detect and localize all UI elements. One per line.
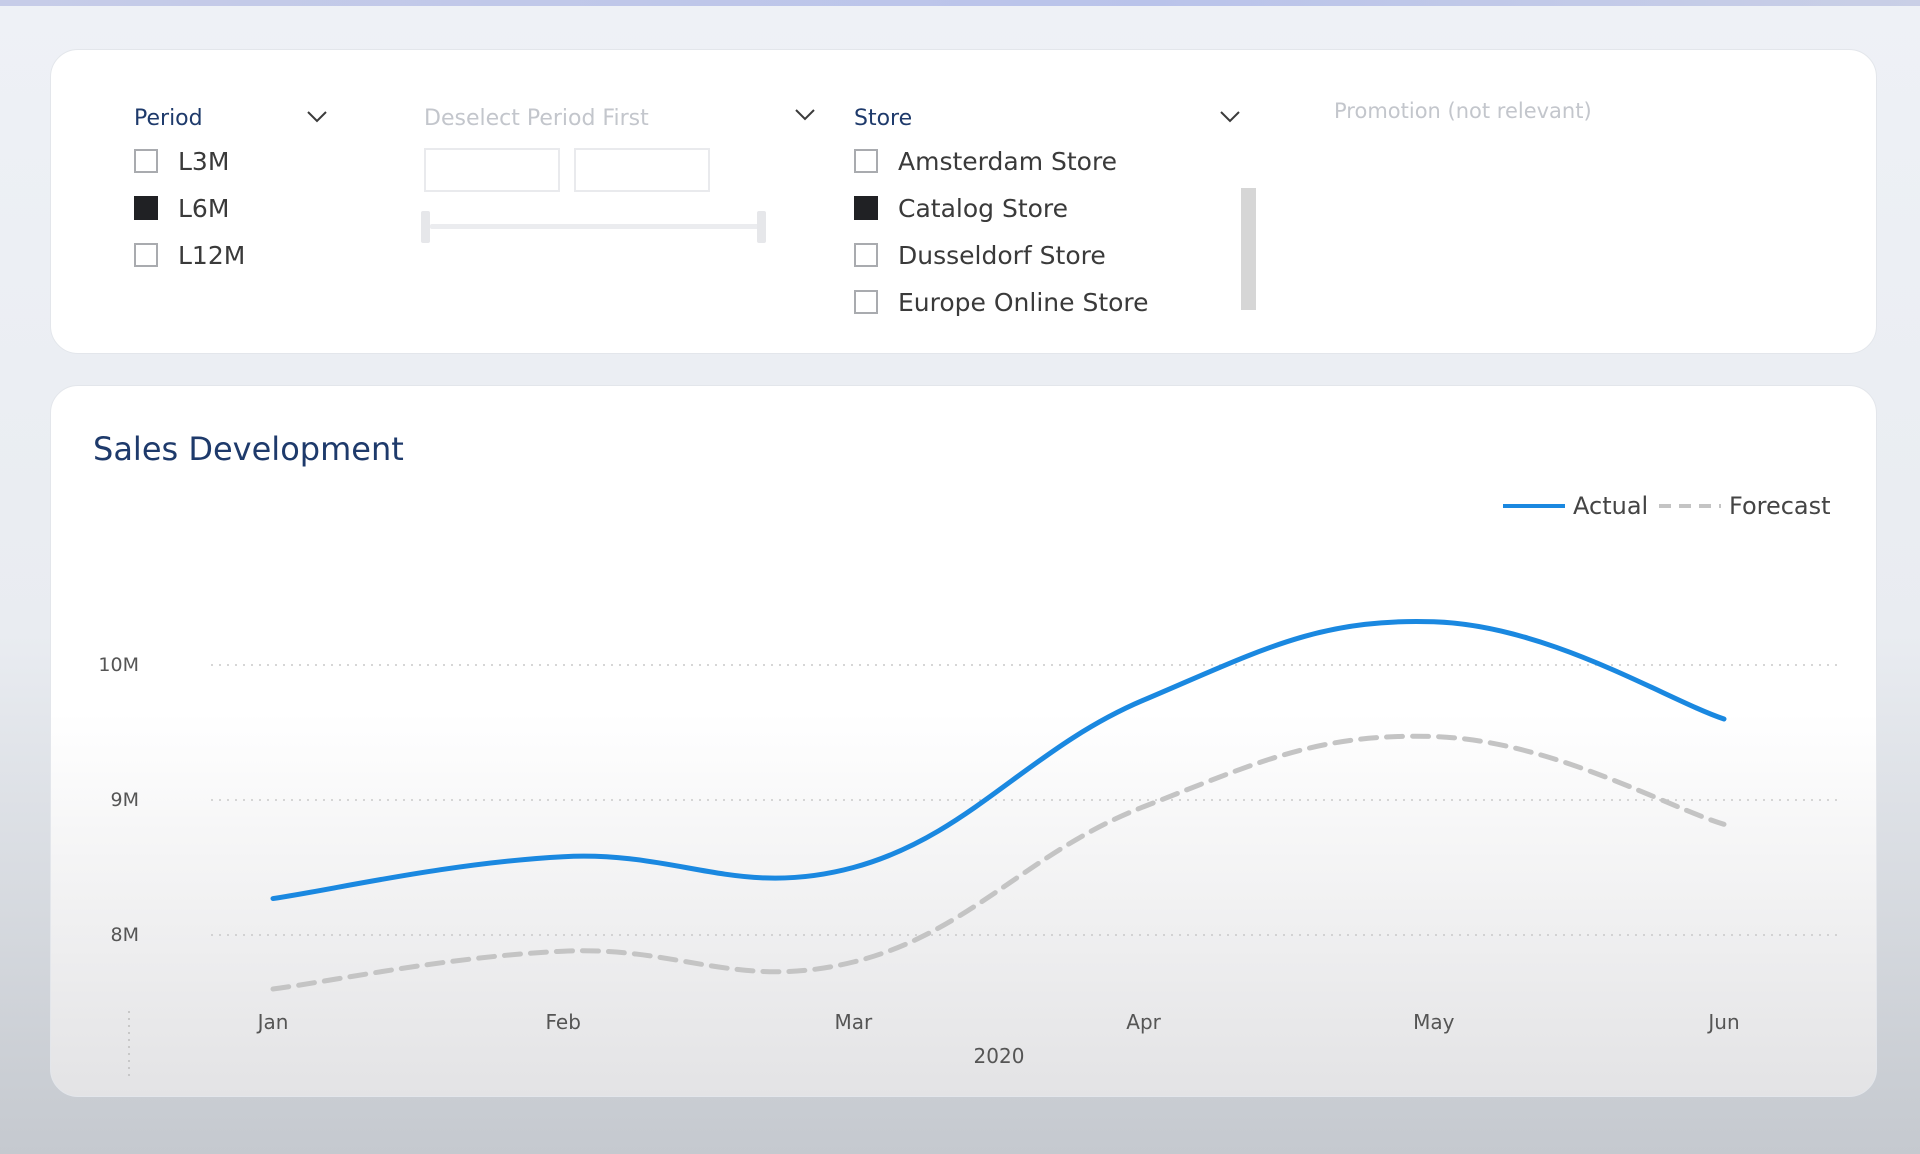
x-tick-label: Apr [1126, 1010, 1161, 1034]
x-tick-label: May [1413, 1010, 1455, 1034]
line-chart: 8M 9M 10M Jan Feb Mar Apr May Jun 2020 Actual Forec… [98, 492, 1839, 1081]
x-tick-label: Jun [1706, 1010, 1739, 1034]
range-slider-start-handle[interactable] [421, 211, 430, 243]
checkbox-icon[interactable] [134, 149, 158, 173]
legend-label-forecast: Forecast [1729, 492, 1831, 520]
store-scrollbar[interactable] [1241, 188, 1256, 310]
period-option-label: L12M [178, 240, 246, 270]
chevron-down-icon[interactable] [1219, 110, 1241, 124]
promotion-slicer: Promotion (not relevant) [1334, 99, 1674, 139]
store-slicer-title: Store [854, 106, 913, 131]
y-tick-label: 8M [111, 924, 139, 946]
checkbox-icon[interactable] [854, 149, 878, 173]
period-slicer: Period L3M L6M L12M [134, 106, 334, 286]
chevron-down-icon[interactable] [794, 108, 816, 122]
store-option-label: Catalog Store [898, 193, 1069, 223]
store-option[interactable]: Amsterdam Store [854, 146, 1117, 176]
period-option[interactable]: L6M [134, 193, 229, 223]
y-tick-label: 9M [111, 789, 139, 811]
y-tick-label: 10M [98, 654, 139, 676]
deselect-period-slicer: Deselect Period First [421, 106, 824, 306]
store-slicer: Store Amsterdam Store Catalog Store Dussel… [854, 106, 1294, 336]
store-option[interactable]: Catalog Store [854, 193, 1068, 223]
range-slider-end-handle[interactable] [757, 211, 766, 243]
promotion-slicer-title: Promotion (not relevant) [1334, 99, 1592, 123]
store-option[interactable]: Europe Online Store [854, 287, 1149, 317]
sales-development-chart: Sales Development 8M 9M 10M Jan Feb Mar Apr May… [50, 385, 1877, 1097]
store-option-label: Amsterdam Store [898, 146, 1118, 176]
x-tick-label: Feb [545, 1010, 580, 1034]
store-option-label: Europe Online Store [898, 287, 1149, 317]
chevron-down-icon[interactable] [306, 110, 328, 124]
period-option[interactable]: L12M [134, 240, 245, 270]
period-option-label: L3M [178, 146, 230, 176]
chart-legend: Actual Forecast [1503, 492, 1831, 520]
range-slider-track[interactable] [430, 224, 766, 229]
checkbox-icon[interactable] [854, 290, 878, 314]
filter-panel: Period L3M L6M L12M Deselect Period First … [50, 49, 1877, 354]
checkbox-icon[interactable] [134, 196, 158, 220]
range-start-input[interactable] [424, 148, 560, 192]
checkbox-icon[interactable] [134, 243, 158, 267]
series-line-actual [270, 619, 1727, 902]
x-axis-label: 2020 [974, 1044, 1025, 1068]
series-line-forecast [270, 733, 1727, 992]
period-option-label: L6M [178, 193, 230, 223]
period-option[interactable]: L3M [134, 146, 229, 176]
store-option-label: Dusseldorf Store [898, 240, 1106, 270]
checkbox-icon[interactable] [854, 196, 878, 220]
legend-label-actual: Actual [1573, 492, 1648, 520]
store-option[interactable]: Dusseldorf Store [854, 240, 1106, 270]
window-top-strip [0, 0, 1920, 6]
deselect-slicer-title: Deselect Period First [424, 106, 649, 131]
period-slicer-title: Period [134, 106, 203, 131]
checkbox-icon[interactable] [854, 243, 878, 267]
range-end-input[interactable] [574, 148, 710, 192]
x-tick-label: Mar [835, 1010, 874, 1034]
x-tick-label: Jan [256, 1010, 289, 1034]
chart-title: Sales Development [93, 430, 404, 468]
